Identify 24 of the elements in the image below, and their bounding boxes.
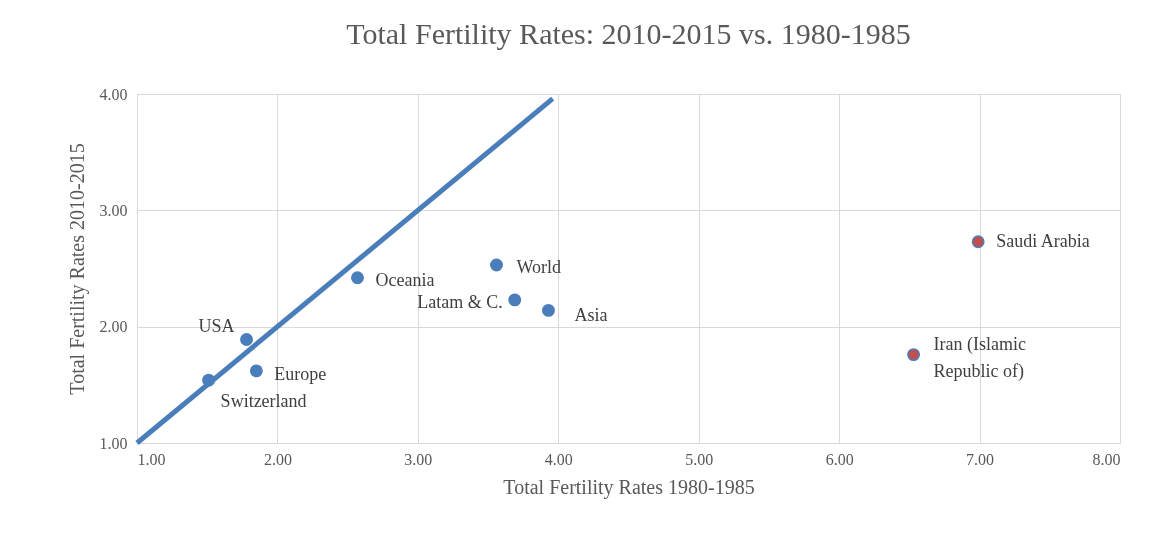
x-tick-label: 3.00	[404, 450, 433, 468]
y-tick-label: 3.00	[99, 201, 128, 219]
annotation: Oceania	[375, 269, 435, 290]
x-tick-label: 6.00	[825, 450, 854, 468]
annotation: Asia	[574, 305, 608, 326]
y-tick-label: 2.00	[99, 318, 128, 336]
annotation: Europe	[274, 363, 327, 384]
x-tick-label: 7.00	[966, 450, 995, 468]
y-axis-title: Total Fertility Rates 2010-2015	[65, 143, 89, 395]
annotation: USA	[198, 316, 235, 337]
annotation: Iran (Islamic Republic of)	[933, 333, 1027, 382]
chart-title: Total Fertility Rates: 2010-2015 vs. 1980-1985	[346, 17, 911, 50]
x-tick-label: 2.00	[263, 450, 292, 468]
x-tick-label: 1.00	[137, 450, 166, 468]
y-tick-label: 1.00	[99, 434, 128, 452]
annotation: Switzerland	[220, 391, 307, 412]
annotation: Latam & C.	[417, 291, 503, 312]
x-tick-label: 8.00	[1092, 450, 1121, 468]
annotation: World	[516, 257, 562, 278]
x-axis-title: Total Fertility Rates 1980-1985	[503, 475, 755, 499]
x-tick-label: 5.00	[685, 450, 714, 468]
y-tick-label: 4.00	[99, 85, 128, 103]
annotation: Saudi Arabia	[996, 230, 1090, 251]
x-tick-label: 4.00	[544, 450, 573, 468]
